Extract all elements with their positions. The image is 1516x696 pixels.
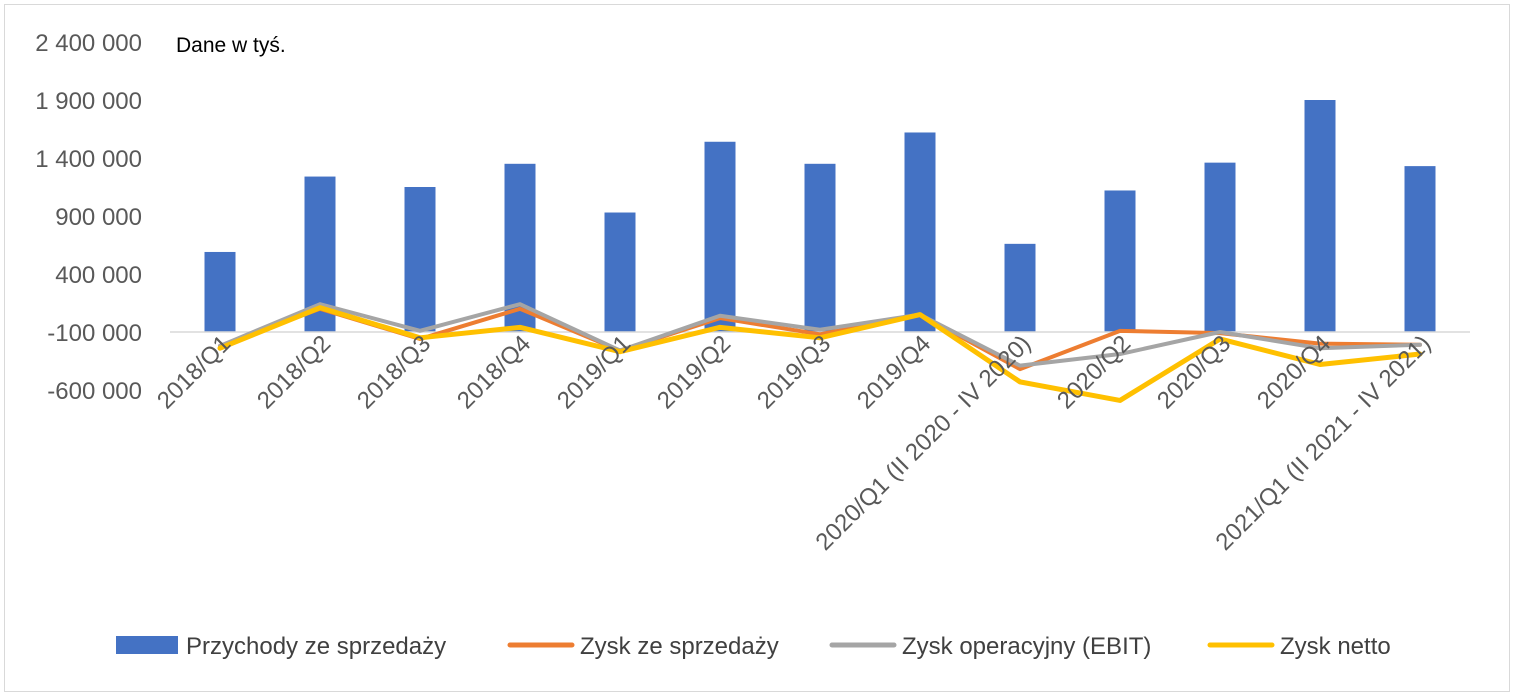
legend-label: Zysk operacyjny (EBIT): [902, 633, 1151, 660]
bar-2019-Q3: [804, 163, 836, 332]
legend-label: Przychody ze sprzedaży: [186, 633, 446, 660]
bar-2020-Q1: [1004, 243, 1036, 332]
bar-2019-Q2: [704, 141, 736, 332]
y-tick-label: 1 900 000: [35, 88, 142, 115]
y-tick-label: -600 000: [47, 378, 142, 405]
x-tick-label: 2018/Q1: [152, 330, 236, 414]
y-axis-tick-labels: -600 000 -100 000 400 000 900 000 1 400 000 1…: [35, 30, 142, 405]
y-tick-label: 400 000: [55, 262, 142, 289]
bar-2020-Q4: [1304, 100, 1336, 332]
x-tick-label: 2019/Q4: [852, 330, 936, 414]
line-series-group: [217, 302, 1423, 403]
x-tick-label: 2019/Q3: [752, 330, 836, 414]
bar-2019-Q1: [604, 212, 636, 332]
y-tick-label: 900 000: [55, 204, 142, 231]
line-series-3: [217, 305, 1423, 403]
x-tick-label: 2018/Q2: [252, 330, 336, 414]
x-tick-label: 2020/Q1 (II 2020 - IV 2020): [811, 330, 1037, 556]
bar-2021-Q1: [1404, 166, 1436, 332]
bar-2020-Q2: [1104, 190, 1136, 332]
x-tick-label: 2018/Q3: [352, 330, 436, 414]
y-tick-label: 2 400 000: [35, 30, 142, 57]
x-axis-tick-labels: 2018/Q1 2018/Q2 2018/Q3 2018/Q4 2019/Q1 2019/…: [152, 330, 1436, 556]
unit-annotation: Dane w tyś.: [176, 34, 286, 57]
line-series-2: [218, 302, 1422, 368]
legend-swatch-bar: [116, 636, 178, 654]
legend-label: Zysk ze sprzedaży: [580, 633, 779, 660]
bar-series-group: [204, 100, 1436, 332]
y-tick-label: -100 000: [47, 320, 142, 347]
legend-label: Zysk netto: [1280, 633, 1391, 660]
bar-2018-Q1: [204, 251, 236, 332]
legend: Przychody ze sprzedaży Zysk ze sprzedaży Z…: [116, 633, 1391, 660]
x-tick-label: 2018/Q4: [452, 330, 536, 414]
bar-2018-Q3: [404, 187, 436, 332]
bar-2020-Q3: [1204, 162, 1236, 332]
bar-2019-Q4: [904, 132, 936, 332]
x-tick-label: 2019/Q1: [552, 330, 636, 414]
y-tick-label: 1 400 000: [35, 146, 142, 173]
